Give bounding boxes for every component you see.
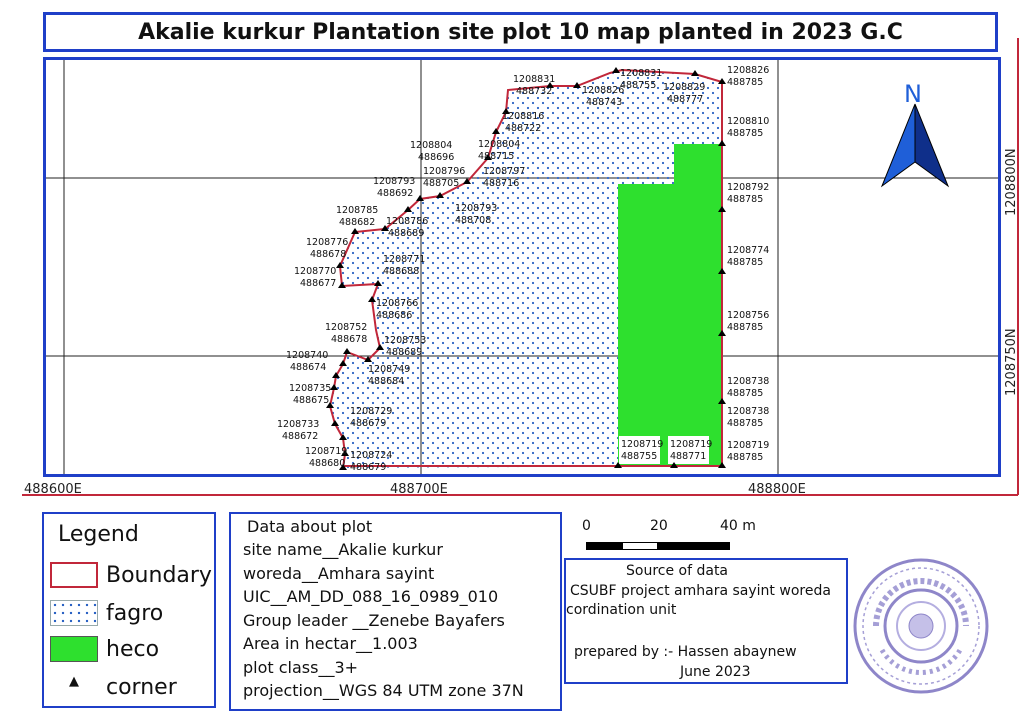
source-line-1: CSUBF project amhara sayint woreda: [570, 583, 831, 599]
plot-info-line: projection__WGS 84 UTM zone 37N: [243, 681, 524, 700]
scale-label-40: 40 m: [720, 518, 756, 534]
prepared-date: June 2023: [680, 664, 751, 680]
x-label-488700: 488700E: [390, 482, 448, 497]
scale-label-0: 0: [582, 518, 591, 534]
y-label-1208800: 1208800N: [1004, 148, 1019, 216]
official-seal-icon: [853, 558, 989, 694]
plot-info-line: Group leader __Zenebe Bayafers: [243, 611, 505, 630]
legend-item-heco: heco: [50, 636, 159, 662]
prepared-by: prepared by :- Hassen abaynew: [574, 644, 797, 660]
scale-segment-white: [622, 542, 658, 550]
plot-info-line: UIC__AM_DD_088_16_0989_010: [243, 587, 499, 606]
scale-bar: 0 20 40 m: [582, 516, 766, 556]
scale-segment-black-1: [586, 542, 622, 550]
source-heading: Source of data: [626, 563, 729, 579]
legend-label-fagro: fagro: [106, 600, 164, 626]
boundary-swatch: [50, 562, 98, 588]
source-line-2: cordination unit: [566, 602, 677, 618]
scale-segment-black-2: [658, 542, 730, 550]
legend-title: Legend: [58, 522, 139, 547]
map-frame: [43, 57, 1001, 477]
x-label-488800: 488800E: [748, 482, 806, 497]
fagro-swatch: [50, 600, 98, 626]
plot-info-line: site name__Akalie kurkur: [243, 540, 443, 559]
y-label-1208750: 1208750N: [1004, 328, 1019, 396]
heco-swatch: [50, 636, 98, 662]
legend-item-boundary: Boundary: [50, 562, 212, 588]
plot-info-heading: Data about plot: [247, 517, 373, 536]
legend-label-boundary: Boundary: [106, 562, 212, 588]
scale-label-20: 20: [650, 518, 668, 534]
legend-box: Legend Boundary fagro heco ▲ corner: [42, 512, 216, 708]
legend-label-heco: heco: [106, 636, 160, 662]
source-box: Source of data CSUBF project amhara sayi…: [564, 558, 848, 684]
legend-item-fagro: fagro: [50, 600, 163, 626]
map-title-box: Akalie kurkur Plantation site plot 10 ma…: [43, 12, 998, 52]
x-label-488600: 488600E: [24, 482, 82, 497]
legend-item-corner: ▲ corner: [50, 674, 177, 700]
map-title: Akalie kurkur Plantation site plot 10 ma…: [138, 19, 903, 45]
legend-label-corner: corner: [106, 674, 177, 700]
plot-info-box: Data about plot site name__Akalie kurkur…: [229, 512, 562, 711]
corner-triangle-icon: ▲: [69, 674, 79, 689]
plot-info-line: Area in hectar__1.003: [243, 634, 418, 653]
plot-info-line: plot class__3+: [243, 658, 359, 677]
plot-info-line: woreda__Amhara sayint: [243, 564, 435, 583]
